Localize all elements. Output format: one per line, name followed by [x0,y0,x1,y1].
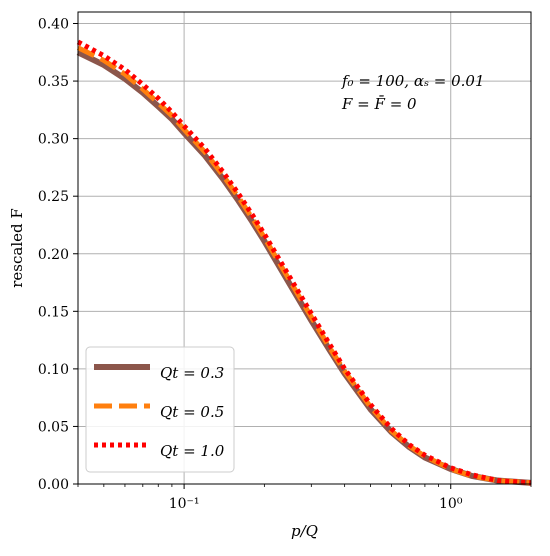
legend-label: Qt = 1.0 [160,442,225,460]
annotation-parameters: f₀ = 100, αₛ = 0.01 [341,72,485,90]
x-axis-label: p/Q [291,522,318,540]
y-axis-label: rescaled F [8,208,26,288]
plot-frame [77,11,532,485]
y-tick-label: 0.20 [38,247,69,263]
y-tick-label: 0.15 [38,304,69,320]
y-tick-label: 0.00 [38,477,69,493]
legend-label: Qt = 0.5 [160,403,224,421]
y-tick-label: 0.10 [38,362,69,378]
annotation-conditions: F = F̄ = 0 [341,95,417,113]
legend-box [85,346,235,473]
axis-ticks: 10⁻¹ 10⁰ 0.00 0.05 0.10 0.15 0.20 0.25 0.30 0.35 0… [38,17,532,512]
series-layer [76,39,532,486]
y-tick-label: 0.30 [38,132,69,148]
legend: Qt = 0.3 Qt = 0.5 Qt = 1.0 [85,346,235,473]
x-tick-label: 10⁻¹ [169,496,200,512]
series-line-3 [76,39,532,486]
y-tick-label: 0.40 [38,17,69,33]
x-tick-label: 10⁰ [439,496,463,512]
y-tick-label: 0.35 [38,74,69,90]
legend-label: Qt = 0.3 [160,364,224,382]
y-tick-label: 0.05 [38,419,69,435]
y-tick-label: 0.25 [38,189,69,205]
